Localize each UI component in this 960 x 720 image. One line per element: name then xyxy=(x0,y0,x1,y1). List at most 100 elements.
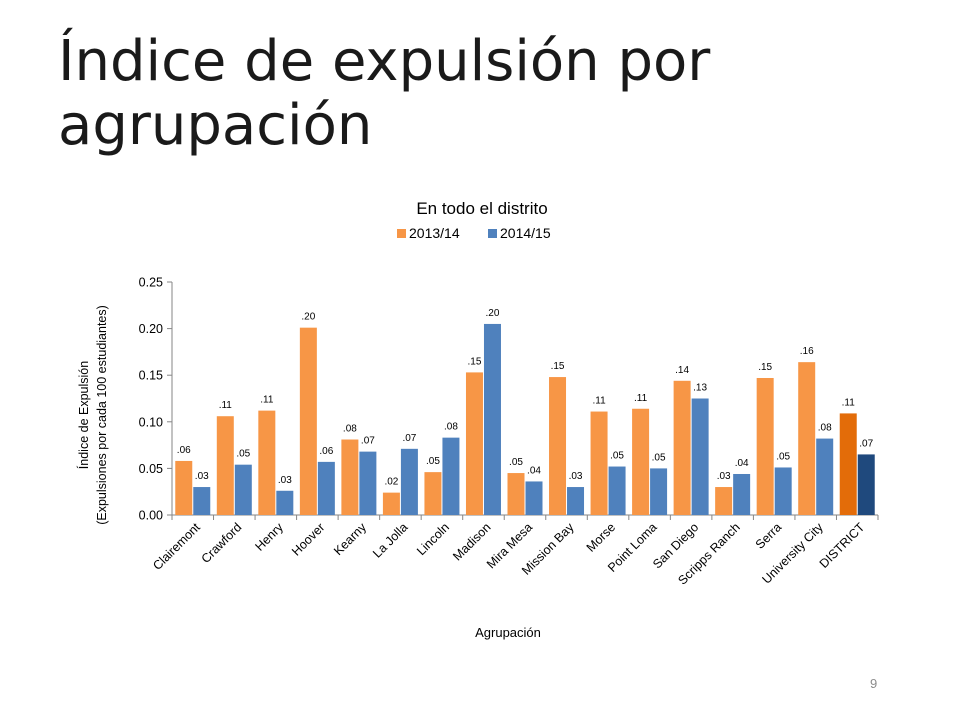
chart-bars xyxy=(175,323,875,515)
x-tick-label: Clairemont xyxy=(150,520,203,573)
bar-data-label: .13 xyxy=(693,383,707,394)
y-tick-label: 0.15 xyxy=(139,369,163,383)
bar-2013/14-madison xyxy=(465,372,483,515)
bar-data-label: .20 xyxy=(301,312,315,323)
slide-title: Índice de expulsión por agrupación xyxy=(58,29,711,158)
bar-data-label: .15 xyxy=(758,362,772,373)
x-tick-label: Henry xyxy=(252,520,286,554)
bar-data-label: .08 xyxy=(818,423,832,434)
bar-data-label: .05 xyxy=(509,457,523,468)
x-tick-label: Kearny xyxy=(331,520,369,558)
bar-data-label: .05 xyxy=(652,452,666,463)
y-tick-label: 0.25 xyxy=(139,276,163,290)
bar-2013/14-hoover xyxy=(299,327,317,515)
bar-2014/15-scripps-ranch xyxy=(733,473,751,515)
bar-2014/15-mission-bay xyxy=(567,487,585,515)
bar-2014/15-clairemont xyxy=(193,487,211,515)
bar-2014/15-lincoln xyxy=(442,437,460,515)
bar-2013/14-morse xyxy=(590,411,608,515)
bar-2014/15-kearny xyxy=(359,451,377,515)
y-axis: 0.00 0.05 0.10 0.15 0.20 0.25 xyxy=(139,276,173,523)
bar-2013/14-serra xyxy=(756,377,774,515)
bar-data-label: .03 xyxy=(717,471,731,482)
bar-data-label: .03 xyxy=(195,471,209,482)
chart-legend: 2013/14 2014/15 xyxy=(397,225,551,241)
x-axis-label: Agrupación xyxy=(475,625,541,640)
bar-2014/15-mira-mesa xyxy=(525,481,543,515)
chart-title: En todo el distrito xyxy=(416,199,547,218)
bar-data-label: .20 xyxy=(486,308,500,319)
bar-2014/15-hoover xyxy=(317,461,335,515)
bar-2013/14-lincoln xyxy=(424,472,442,515)
bar-2014/15-henry xyxy=(276,490,294,515)
bar-2013/14-la-jolla xyxy=(382,492,400,515)
x-tick-label: Morse xyxy=(584,520,618,554)
bar-data-label: .02 xyxy=(384,477,398,488)
bar-2014/15-madison xyxy=(483,323,501,515)
bar-2014/15-la-jolla xyxy=(400,448,418,515)
y-tick-label: 0.05 xyxy=(139,462,163,476)
bar-data-label: .06 xyxy=(177,445,191,456)
y-axis-label: Índice de Expulsión xyxy=(76,361,91,469)
bar-data-label: .05 xyxy=(776,451,790,462)
x-tick-label: Lincoln xyxy=(414,520,452,558)
legend-swatch-2014/15 xyxy=(488,229,497,238)
legend-swatch-2013/14 xyxy=(397,229,406,238)
bar-data-label: .11 xyxy=(634,393,648,404)
bar-data-label: .04 xyxy=(527,465,541,476)
bar-2014/15-university-city xyxy=(816,438,834,515)
bar-data-label: .06 xyxy=(319,446,333,457)
bar-data-label: .07 xyxy=(361,436,375,447)
bar-2013/14-mission-bay xyxy=(549,377,567,515)
bar-2013/14-university-city xyxy=(798,362,816,515)
bar-data-label: .15 xyxy=(468,356,482,367)
bar-data-label: .05 xyxy=(236,449,250,460)
bar-data-label: .03 xyxy=(278,475,292,486)
y-tick-label: 0.10 xyxy=(139,415,163,429)
y-tick-label: 0.20 xyxy=(139,322,163,336)
bar-2013/14-kearny xyxy=(341,439,359,515)
bar-data-label: .08 xyxy=(343,424,357,435)
bar-2013/14-scripps-ranch xyxy=(715,487,733,515)
legend-label: 2014/15 xyxy=(500,225,551,241)
x-tick-label: La Jolla xyxy=(370,520,410,560)
bar-data-label: .11 xyxy=(219,400,233,411)
page-number: 9 xyxy=(870,676,878,691)
bar-2013/14-crawford xyxy=(216,416,234,515)
bar-2013/14-san-diego xyxy=(673,380,691,515)
bar-data-label: .11 xyxy=(592,396,606,407)
bar-data-label: .11 xyxy=(842,397,856,408)
bar-2013/14-point-loma xyxy=(632,408,650,515)
bar-data-label: .15 xyxy=(551,361,565,372)
y-axis-label-units: (Expulsiones por cada 100 estudiantes) xyxy=(95,305,109,525)
x-tick-label: Serra xyxy=(753,520,785,552)
bar-2014/15-morse xyxy=(608,466,626,515)
bar-2014/15-point-loma xyxy=(650,468,668,515)
legend-label: 2013/14 xyxy=(409,225,460,241)
bar-2014/15-crawford xyxy=(234,464,252,515)
bar-2013/14-district xyxy=(839,413,857,515)
bar-data-label: .07 xyxy=(402,433,416,444)
x-tick-label: Hoover xyxy=(289,520,327,558)
chart-data-labels: .06 .11 .11 .20 .08 .02 .05 .15 .05 .15 .11 .11 .14.… xyxy=(177,308,874,488)
bar-2013/14-henry xyxy=(258,410,276,515)
bar-data-label: .04 xyxy=(735,458,749,469)
bar-2014/15-district xyxy=(857,454,875,515)
bar-data-label: .07 xyxy=(859,438,873,449)
y-tick-label: 0.00 xyxy=(139,509,163,523)
x-tick-label: DISTRICT xyxy=(817,520,868,571)
bar-2014/15-san-diego xyxy=(691,398,709,515)
bar-data-label: .08 xyxy=(444,422,458,433)
bar-data-label: .05 xyxy=(610,451,624,462)
bar-2013/14-mira-mesa xyxy=(507,473,525,515)
bar-data-label: .03 xyxy=(569,471,583,482)
bar-2014/15-serra xyxy=(774,467,792,515)
bar-data-label: .16 xyxy=(800,346,814,357)
bar-data-label: .14 xyxy=(675,365,689,376)
bar-2013/14-clairemont xyxy=(175,460,193,515)
bar-data-label: .05 xyxy=(426,456,440,467)
x-tick-label: Crawford xyxy=(199,520,245,566)
bar-data-label: .11 xyxy=(260,395,274,406)
